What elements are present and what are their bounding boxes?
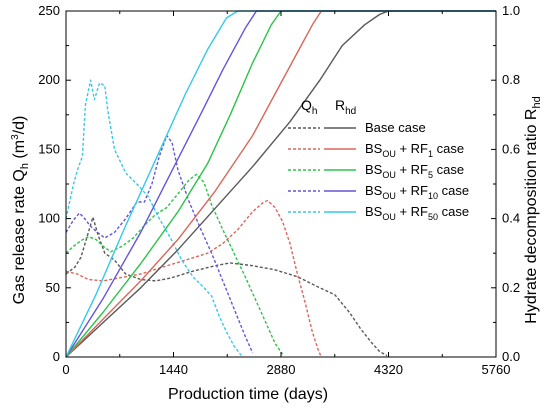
legend-label: BSOU + RF50 case bbox=[365, 204, 469, 222]
y-left-tick-label: 100 bbox=[38, 211, 60, 226]
y-left-tick-label: 50 bbox=[46, 280, 60, 295]
x-tick-label: 2880 bbox=[267, 362, 296, 377]
legend-label: BSOU + RF1 case bbox=[365, 141, 464, 159]
y-right-label-main: Hydrate decomposition ratio R bbox=[523, 109, 540, 324]
y-right-tick-label: 0.4 bbox=[502, 211, 520, 226]
y-left-label-sub: h bbox=[19, 163, 31, 169]
series-line-bs-ou-rf-10-r bbox=[65, 10, 496, 358]
x-tick-label: 0 bbox=[62, 362, 69, 377]
y-right-tick-label: 0.6 bbox=[502, 141, 520, 156]
legend-label: BSOU + RF10 case bbox=[365, 183, 469, 201]
y-left-label-unit: (m bbox=[11, 140, 28, 163]
y-left-label-unit-sup: 3 bbox=[10, 134, 21, 140]
y-left-tick-label: 150 bbox=[38, 141, 60, 156]
y-right-tick-label: 1.0 bbox=[502, 3, 520, 18]
series-line-bs-ou-rf-5-r bbox=[65, 10, 496, 358]
series-line-bs-ou-rf-5-q bbox=[65, 173, 284, 355]
plot-lines bbox=[65, 10, 496, 358]
legend-label: Base case bbox=[365, 120, 426, 135]
series-line-bs-ou-rf-10-q bbox=[65, 134, 254, 354]
legend-head-q: Qh bbox=[301, 97, 317, 117]
x-tick-label: 1440 bbox=[159, 362, 188, 377]
legend-head-r: Rhd bbox=[335, 97, 356, 117]
plot-frame bbox=[65, 10, 497, 358]
y-left-tick-label: 250 bbox=[38, 3, 60, 18]
legend-label: BSOU + RF5 case bbox=[365, 162, 464, 180]
y-left-label-main: Gas release rate Q bbox=[11, 169, 28, 304]
series-line-base-case-q bbox=[65, 216, 388, 357]
legend-entries: Base case BSOU + RF1 case BSOU + RF5 case B… bbox=[288, 120, 469, 222]
y-left-tick-label: 0 bbox=[53, 349, 60, 364]
y-left-tick-label: 200 bbox=[38, 72, 60, 87]
y-axis-left-title: Gas release rate Qh (m3/d) bbox=[10, 116, 31, 305]
series-line-bs-ou-rf-1-q bbox=[65, 199, 322, 358]
series-line-base-case-r bbox=[65, 10, 496, 358]
series-line-bs-ou-rf-1-r bbox=[65, 10, 496, 358]
y-right-label-sub: hd bbox=[531, 96, 543, 108]
x-tick-label: 4320 bbox=[374, 362, 403, 377]
series-line-bs-ou-rf-50-r bbox=[65, 10, 496, 358]
x-tick-label: 5760 bbox=[482, 362, 511, 377]
axis-ticks: 0 1440 2880 4320 5760 0 50 100 150 200 250 0.0 0.2 0.… bbox=[38, 3, 520, 377]
y-left-label-unit-end: /d) bbox=[11, 116, 28, 135]
y-right-tick-label: 0.0 bbox=[502, 349, 520, 364]
y-axis-right-title: Hydrate decomposition ratio Rhd bbox=[523, 96, 543, 323]
y-right-tick-label: 0.2 bbox=[502, 280, 520, 295]
legend: Qh Rhd Base case BSOU + RF1 case BSOU + RF… bbox=[288, 97, 469, 222]
series-line-bs-ou-rf-50-q bbox=[65, 79, 242, 357]
y-right-tick-label: 0.8 bbox=[502, 72, 520, 87]
x-axis-title: Production time (days) bbox=[168, 386, 328, 403]
